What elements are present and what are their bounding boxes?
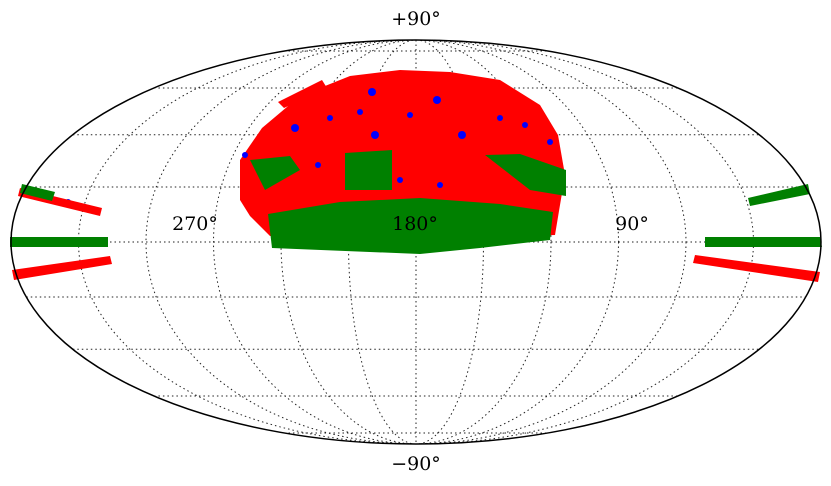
map-border <box>10 39 822 445</box>
green-region <box>250 156 300 190</box>
north-pole-label: +90° <box>391 8 441 30</box>
red-strip <box>278 80 327 108</box>
green-region <box>268 198 553 254</box>
green-region <box>345 150 392 190</box>
longitude-label: 90° <box>615 213 649 235</box>
red-strip <box>693 255 820 282</box>
green-strip <box>20 184 55 201</box>
longitude-label: 180° <box>392 213 438 235</box>
south-pole-label: −90° <box>391 453 441 475</box>
red-region <box>240 70 565 240</box>
green-strip <box>748 184 810 206</box>
red-strip <box>12 256 112 280</box>
green-strip <box>10 237 108 247</box>
survey-footprint <box>10 70 822 282</box>
longitude-label: 270° <box>172 213 218 235</box>
green-region <box>485 154 566 196</box>
red-strip <box>438 74 462 86</box>
green-strip <box>705 237 822 247</box>
